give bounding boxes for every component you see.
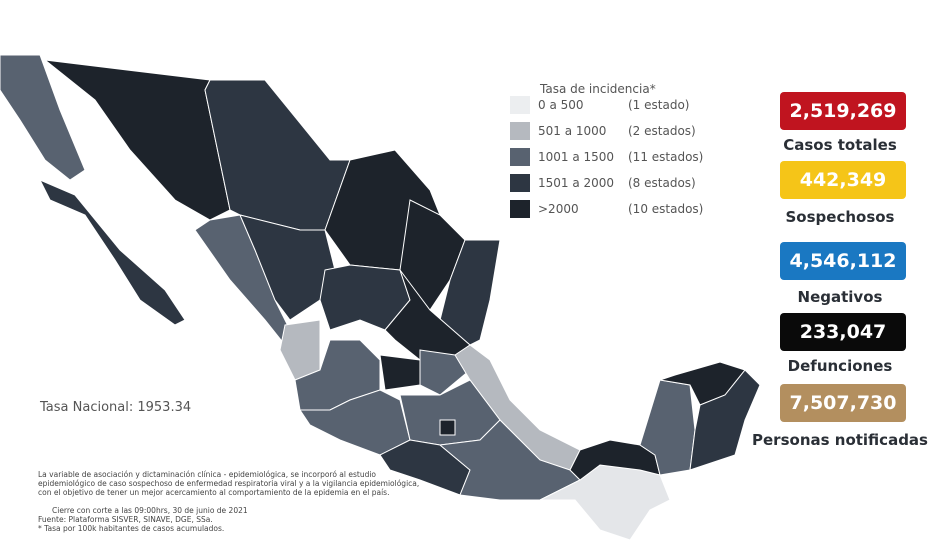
legend-swatch: [510, 200, 530, 218]
state: [439, 419, 456, 436]
legend-swatch: [510, 174, 530, 192]
legend-count: (2 estados): [628, 124, 696, 138]
state: [379, 354, 421, 391]
footnote: Fuente: Plataforma SISVER, SINAVE, DGE, …: [38, 515, 213, 524]
stat-label: Sospechosos: [785, 208, 895, 226]
stat-value: 2,519,269: [780, 92, 906, 130]
state: [279, 319, 321, 381]
stat-label: Negativos: [797, 288, 883, 306]
legend-swatch: [510, 148, 530, 166]
footnote: La variable de asociación y dictaminació…: [38, 470, 377, 479]
legend-swatch: [510, 96, 530, 114]
legend-range: 1001 a 1500: [538, 150, 615, 164]
state: [439, 239, 501, 346]
state: [38, 179, 186, 326]
legend-title: Tasa de incidencia*: [540, 82, 656, 96]
footnote: con el objetivo de tener un mejor acerca…: [38, 488, 390, 497]
national-rate: Tasa Nacional: 1953.34: [40, 400, 192, 415]
footnote: Cierre con corte a las 09:00hrs, 30 de j…: [52, 506, 248, 515]
stat-value: 4,546,112: [780, 242, 906, 280]
footnote: * Tasa por 100k habitantes de casos acum…: [38, 524, 225, 533]
stat-value: 442,349: [780, 161, 906, 199]
stat-value: 233,047: [780, 313, 906, 351]
legend-count: (10 estados): [628, 202, 704, 216]
state: [569, 439, 661, 481]
legend-count: (1 estado): [628, 98, 690, 112]
legend-range: 1501 a 2000: [538, 176, 615, 190]
legend-range: 0 a 500: [538, 98, 584, 112]
stat-value: 7,507,730: [780, 384, 906, 422]
stat-label: Casos totales: [783, 136, 897, 154]
states: [0, 54, 761, 541]
legend-count: (8 estados): [628, 176, 696, 190]
state: [0, 54, 86, 181]
footnote: epidemiológico de caso sospechoso de enf…: [38, 479, 420, 488]
legend-range: >2000: [538, 202, 579, 216]
state: [419, 349, 471, 396]
stat-label: Personas notificadas: [752, 431, 928, 449]
legend-count: (11 estados): [628, 150, 704, 164]
state: [689, 369, 761, 471]
legend-range: 501 a 1000: [538, 124, 607, 138]
state: [299, 389, 411, 456]
legend-swatch: [510, 122, 530, 140]
stat-label: Defunciones: [787, 357, 893, 375]
